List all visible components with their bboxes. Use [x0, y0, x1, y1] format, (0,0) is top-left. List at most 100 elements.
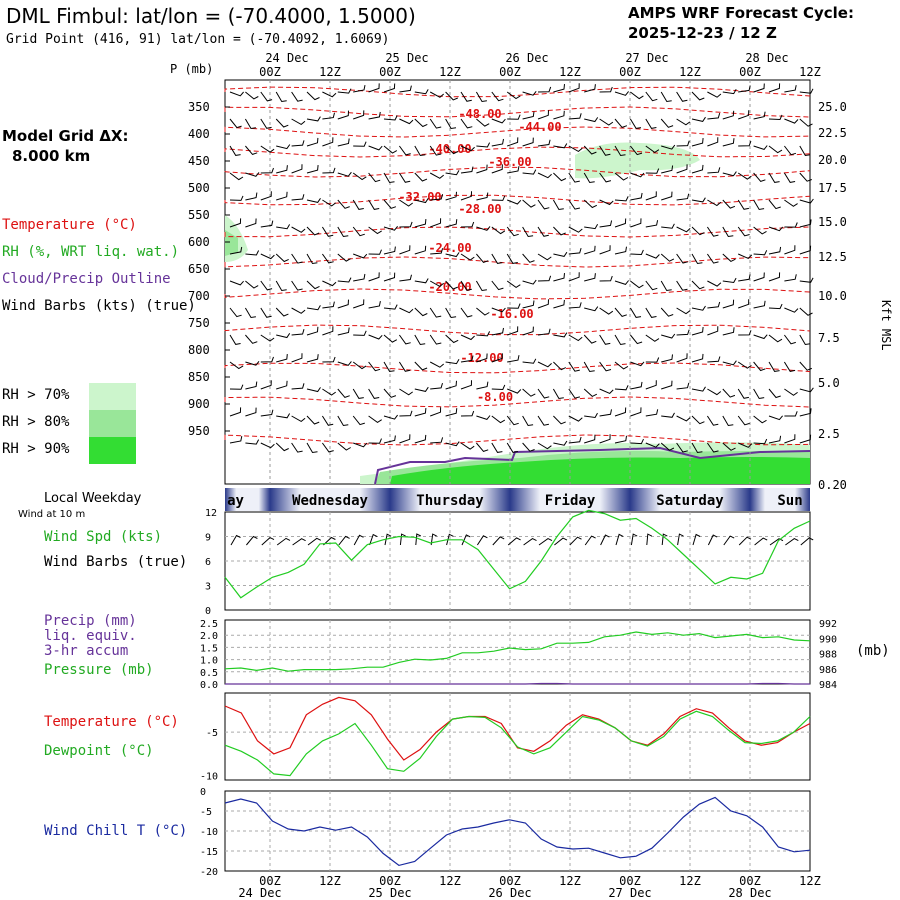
upper-wind-barb — [383, 246, 396, 255]
upper-wind-barb — [353, 85, 366, 93]
upper-wind-barb — [676, 193, 690, 201]
upper-wind-barb — [383, 334, 398, 343]
upper-wind-barb — [445, 170, 460, 176]
upper-wind-barb — [399, 307, 414, 314]
upper-wind-barb — [553, 273, 565, 282]
upper-wind-barb — [645, 334, 660, 342]
upper-wind-barb — [322, 356, 336, 363]
upper-wind-barb — [491, 253, 503, 264]
upper-wind-barb — [353, 330, 367, 336]
upper-wind-barb — [460, 280, 472, 291]
upper-wind-barb — [352, 199, 364, 210]
upper-wind-barb — [337, 299, 349, 309]
bottom-date-label: 26 Dec — [488, 886, 531, 900]
upper-wind-barb — [275, 280, 287, 292]
upper-wind-barb — [768, 172, 780, 183]
upper-wind-barb — [738, 299, 750, 309]
upper-wind-barb — [645, 253, 660, 259]
upper-wind-barb — [430, 218, 442, 228]
upper-wind-barb — [368, 199, 380, 210]
upper-wind-barb — [768, 114, 783, 121]
upper-wind-barb — [661, 191, 673, 201]
top-time-label: 00Z — [739, 65, 761, 79]
upper-wind-barb — [568, 388, 581, 399]
bottom-time-label: 00Z — [259, 874, 281, 888]
upper-wind-barb — [707, 91, 722, 98]
cloud-outline — [374, 446, 811, 485]
upper-wind-barb — [491, 442, 503, 453]
upper-wind-barb — [738, 253, 753, 259]
upper-wind-barb — [568, 226, 583, 233]
upper-wind-barb — [691, 353, 704, 363]
upper-wind-barb — [614, 280, 629, 285]
upper-wind-barb — [414, 361, 428, 371]
upper-wind-barb — [584, 273, 596, 282]
upper-wind-barb — [707, 356, 721, 363]
upper-wind-barb — [568, 334, 583, 342]
upper-wind-barb — [229, 407, 242, 417]
upper-wind-barb — [614, 246, 627, 255]
upper-wind-barb — [799, 118, 813, 127]
upper-wind-barb — [399, 245, 411, 255]
upper-wind-barb — [460, 442, 475, 450]
upper-wind-barb — [414, 118, 428, 128]
upper-wind-barb — [276, 144, 291, 150]
upper-wind-barb — [738, 274, 751, 282]
grid-point-label: Grid Point (416, 91) lat/lon = (-70.4092… — [6, 32, 390, 47]
upper-wind-barb — [661, 165, 674, 174]
upper-wind-barb — [522, 137, 534, 147]
upper-wind-barb — [445, 359, 460, 365]
upper-wind-barb — [291, 164, 303, 174]
upper-wind-barb — [645, 307, 657, 318]
upper-wind-barb — [383, 115, 398, 121]
upper-wind-barb — [491, 118, 506, 124]
bottom-date-label: 28 Dec — [728, 886, 771, 900]
pressure-axis-title: P (mb) — [170, 62, 213, 76]
upper-wind-barb — [322, 167, 336, 174]
pressure-tick-label: 450 — [188, 154, 210, 168]
upper-wind-barb — [568, 113, 582, 120]
isotherm-line — [224, 434, 811, 446]
upper-wind-barb — [537, 299, 549, 309]
upper-wind-barb — [368, 361, 381, 372]
surface-wind-barb — [646, 533, 653, 546]
upper-wind-barb — [783, 172, 796, 183]
upper-wind-barb — [614, 218, 627, 228]
weekday-label: Saturday — [656, 493, 724, 509]
upper-wind-barb — [260, 191, 272, 201]
precip-tick-label: 0.5 — [200, 668, 218, 679]
upper-wind-barb — [645, 91, 658, 102]
upper-wind-barb — [460, 118, 473, 129]
upper-wind-barb — [476, 192, 489, 201]
upper-wind-barb — [368, 301, 381, 309]
upper-wind-barb — [337, 442, 351, 451]
upper-wind-barb — [784, 222, 798, 228]
upper-wind-barb — [460, 145, 475, 152]
upper-wind-barb — [552, 199, 564, 211]
precip-tick-label: 1.5 — [200, 643, 218, 654]
upper-wind-barb — [768, 226, 783, 232]
upper-wind-barb — [321, 226, 334, 237]
upper-wind-barb — [491, 164, 503, 174]
upper-wind-barb — [383, 388, 397, 398]
upper-wind-barb — [537, 328, 551, 336]
upper-wind-barb — [707, 137, 719, 147]
precip-legend: Precip (mm) — [44, 613, 137, 629]
upper-wind-barb — [661, 144, 676, 150]
upper-wind-barb — [429, 280, 445, 288]
upper-wind-barb — [753, 334, 768, 340]
bottom-time-axis: 00Z 12Z 00Z 12Z 00Z 12Z 00Z 12Z 00Z 12Z 24 Dec 25 D… — [238, 874, 821, 900]
pressure-legend: Pressure (mb) — [44, 662, 154, 678]
upper-wind-barb — [460, 191, 472, 201]
surface-wind-barb — [446, 533, 454, 546]
upper-wind-barb — [445, 307, 457, 319]
upper-wind-barb — [645, 409, 659, 417]
height-tick-label: 12.5 — [818, 250, 847, 264]
upper-wind-barb — [768, 388, 781, 399]
weekday-label: Wednesday — [292, 493, 368, 509]
upper-wind-barb — [291, 415, 306, 423]
upper-wind-barb — [768, 435, 782, 444]
upper-wind-barb — [691, 91, 705, 101]
upper-wind-barb — [275, 307, 289, 317]
upper-wind-barb — [722, 89, 737, 95]
